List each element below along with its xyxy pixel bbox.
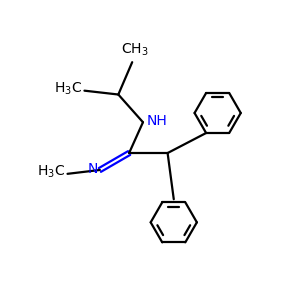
Text: N: N — [87, 162, 98, 176]
Text: H$_3$C: H$_3$C — [54, 81, 82, 97]
Text: CH$_3$: CH$_3$ — [121, 42, 148, 58]
Text: NH: NH — [147, 114, 168, 128]
Text: H$_3$C: H$_3$C — [37, 164, 65, 181]
